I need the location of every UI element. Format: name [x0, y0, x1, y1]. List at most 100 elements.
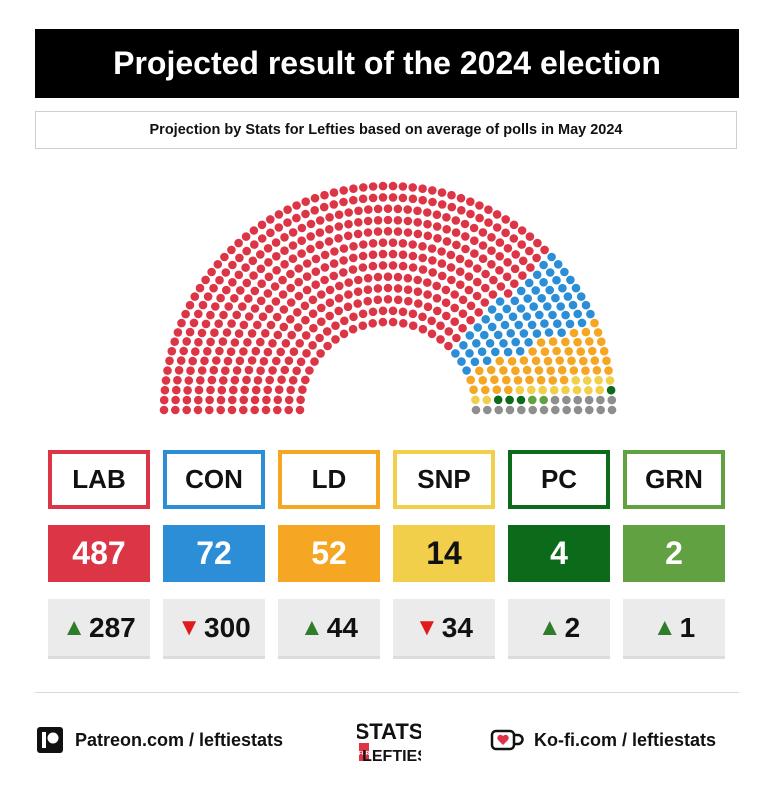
seat-dot-con [465, 331, 475, 340]
seat-dot-lab [456, 193, 466, 203]
seat-dot-ld [569, 366, 579, 375]
chart-title: Projected result of the 2024 election [35, 29, 739, 98]
seat-dot-ld [585, 337, 594, 346]
seat-dot-lab [227, 245, 236, 255]
patreon-icon [37, 727, 63, 753]
seat-dot-lab [358, 321, 368, 331]
seat-dot-lab [334, 222, 344, 231]
seat-dot-lab [540, 245, 549, 255]
seat-dot-lab [488, 290, 498, 299]
seat-dot-lab [442, 237, 452, 246]
seat-dot-lab [373, 204, 383, 214]
seat-dot-lab [343, 302, 353, 312]
seat-dot-con [487, 322, 497, 332]
seat-dot-lab [325, 285, 335, 295]
seat-dot-lab [234, 238, 243, 248]
seat-dot-lab [403, 228, 413, 237]
seat-dot-lab [213, 260, 223, 269]
seat-dot-lab [423, 290, 432, 299]
seat-dot-con [499, 339, 508, 348]
seat-dot-lab [171, 395, 180, 405]
seat-dot-lab [170, 337, 179, 347]
seat-dot-lab [451, 216, 461, 225]
seat-dot-lab [264, 258, 273, 267]
seat-dot-lab [323, 341, 332, 351]
seat-dot-lab [348, 265, 358, 274]
seat-dot-lab [293, 323, 303, 332]
seat-dot-con [491, 347, 500, 357]
patreon-link[interactable]: Patreon.com / leftiestats [37, 727, 283, 753]
seat-dot-lab [272, 266, 281, 275]
seat-dot-lab [398, 182, 408, 191]
seat-dot-lab [177, 318, 186, 328]
seat-dot-lab [266, 228, 275, 238]
seat-dot-ld [475, 366, 484, 376]
seat-dot-lab [452, 240, 461, 250]
seat-dot-lab [324, 237, 334, 246]
seat-dot-lab [432, 210, 442, 219]
down-arrow-icon: ▼ [415, 613, 439, 641]
logo-text-bottom: LEFTIES [362, 748, 421, 765]
seat-dot-ld [469, 385, 478, 395]
seat-change-snp: ▼ 34 [393, 599, 495, 659]
seat-dot-lab [250, 286, 260, 296]
seat-dot-lab [373, 216, 383, 225]
seat-dot-lab [378, 261, 388, 270]
seat-dot-lab [509, 234, 519, 243]
seat-dot-lab [221, 268, 231, 277]
seat-dot-lab [329, 200, 339, 209]
footer-divider [35, 692, 739, 693]
seat-dot-lab [194, 309, 203, 319]
seat-dot-lab [215, 275, 224, 285]
seat-dot-lab [460, 219, 470, 229]
seat-dot-lab [399, 319, 408, 328]
seat-dot-snp [595, 385, 604, 395]
seat-dot-con [451, 349, 460, 358]
seat-dot-ld [604, 366, 613, 375]
seat-dot-lab [305, 366, 314, 375]
seat-dot-lab [442, 311, 451, 321]
seat-dot-lab [496, 282, 506, 291]
seat-dot-lab [444, 327, 454, 336]
seat-dot-lab [190, 292, 200, 301]
seat-dot-lab [388, 238, 398, 247]
seat-dot-con [573, 309, 582, 319]
seat-dot-lab [478, 254, 488, 263]
seat-dot-lab [378, 306, 388, 316]
seat-dot-lab [428, 256, 437, 265]
seat-dot-con [566, 275, 575, 285]
seat-dot-lab [461, 244, 470, 254]
seat-dot-lab [265, 375, 275, 385]
seat-dot-con [561, 310, 570, 320]
seat-dot-lab [179, 346, 188, 356]
seat-dot-lab [262, 395, 271, 405]
seat-dot-lab [368, 239, 378, 248]
seat-dot-lab [228, 278, 237, 287]
seat-dot-lab [408, 194, 418, 204]
seat-dot-lab [266, 320, 276, 330]
seat-dot-lab [437, 271, 447, 281]
seat-dot-lab [315, 333, 324, 343]
seat-change-value: 1 [679, 611, 696, 643]
seat-dot-lab [278, 275, 287, 285]
seat-change-value: 300 [204, 611, 251, 643]
seat-dot-lab [525, 246, 534, 256]
seat-dot-lab [268, 366, 277, 375]
seat-dot-lab [198, 300, 208, 310]
seat-dot-lab [250, 240, 259, 249]
seat-dot-lab [214, 319, 223, 329]
seat-dot-con [487, 305, 497, 314]
seat-dot-con [543, 302, 552, 311]
seat-dot-lab [368, 182, 378, 191]
seat-dot-lab [436, 335, 445, 344]
seat-dot-other [551, 405, 560, 415]
kofi-link[interactable]: Ko-fi.com / leftiestats [490, 727, 716, 753]
seat-dot-lab [297, 223, 307, 233]
seat-dot-lab [276, 347, 286, 357]
seat-dot-lab [317, 317, 326, 327]
seat-dot-lab [393, 204, 403, 214]
seat-dot-con [524, 338, 533, 347]
seat-dot-con [514, 320, 523, 330]
seat-dot-lab [278, 290, 288, 299]
seat-dot-lab [457, 206, 466, 215]
